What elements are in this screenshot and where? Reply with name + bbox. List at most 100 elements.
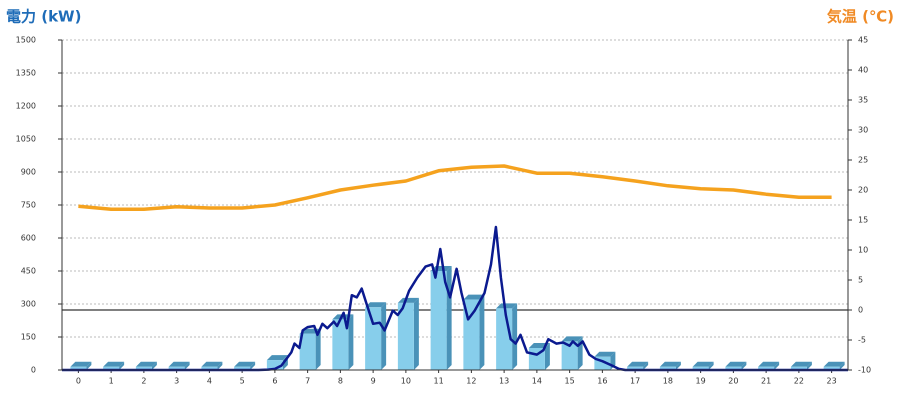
bar-top: [135, 361, 157, 367]
x-tick-label: 8: [338, 377, 343, 386]
bar: [823, 366, 840, 370]
y2-tick-label: 10: [858, 246, 868, 255]
bar-side: [184, 361, 190, 370]
y-tick-label: 1350: [16, 69, 36, 78]
line: [78, 164, 832, 211]
bar-side: [839, 361, 845, 370]
bar-side: [544, 343, 550, 370]
bar-top: [790, 361, 812, 367]
bar-top: [758, 361, 780, 367]
x-tick-label: 21: [761, 377, 771, 386]
bar: [758, 366, 775, 370]
y2-tick-label: 30: [858, 126, 868, 135]
x-tick-label: 23: [827, 377, 837, 386]
x-tick-label: 10: [401, 377, 411, 386]
x-tick-label: 22: [794, 377, 804, 386]
x-tick-label: 18: [663, 377, 673, 386]
x-tick-label: 7: [305, 377, 310, 386]
bar-side: [774, 361, 780, 370]
y-tick-label: 450: [21, 267, 36, 276]
bar-top: [234, 361, 256, 367]
bar-top: [561, 336, 583, 342]
y2-tick-label: 45: [858, 36, 868, 45]
bar-side: [741, 361, 747, 370]
x-tick-label: 14: [532, 377, 542, 386]
x-tick-label: 15: [565, 377, 575, 386]
y-tick-label: 900: [21, 168, 36, 177]
bar-top: [594, 351, 616, 357]
bar-side: [708, 361, 714, 370]
x-tick-label: 16: [597, 377, 607, 386]
x-tick-label: 11: [434, 377, 444, 386]
y2-tick-label: 25: [858, 156, 868, 165]
x-tick-label: 13: [499, 377, 509, 386]
bar: [659, 366, 676, 370]
bar: [266, 360, 283, 370]
x-tick-label: 6: [272, 377, 277, 386]
bar-side: [413, 297, 419, 370]
y-tick-label: 600: [21, 234, 36, 243]
bar: [299, 333, 316, 370]
bar-side: [479, 294, 485, 370]
x-tick-label: 19: [696, 377, 706, 386]
bar-side: [119, 361, 125, 370]
bar-top: [725, 361, 747, 367]
x-tick-label: 9: [371, 377, 376, 386]
x-tick-label: 12: [466, 377, 476, 386]
bar-side: [675, 361, 681, 370]
bar-side: [446, 266, 452, 370]
bar-top: [168, 361, 190, 367]
bar-side: [250, 361, 256, 370]
y-tick-label: 300: [21, 300, 36, 309]
bar-top: [365, 302, 387, 308]
bar: [135, 366, 152, 370]
bar-side: [151, 361, 157, 370]
bar-top: [70, 361, 92, 367]
bar-side: [315, 328, 321, 370]
bar-top: [201, 361, 223, 367]
y2-tick-label: 35: [858, 96, 868, 105]
bar: [168, 366, 185, 370]
x-tick-label: 17: [630, 377, 640, 386]
y-tick-label: 150: [21, 333, 36, 342]
bar-side: [512, 303, 518, 370]
bar: [430, 271, 447, 370]
y2-tick-label: 5: [858, 276, 863, 285]
bar: [103, 366, 120, 370]
bar-top: [103, 361, 125, 367]
bar: [725, 366, 742, 370]
bar: [692, 366, 709, 370]
y2-axis-title: 気温 (℃): [827, 8, 894, 26]
y2-tick-label: -5: [858, 336, 866, 345]
y-tick-label: 0: [31, 366, 36, 375]
bar-side: [643, 361, 649, 370]
line: [62, 225, 848, 372]
bar-side: [806, 361, 812, 370]
bar-side: [348, 314, 354, 370]
bar-top: [627, 361, 649, 367]
x-tick-label: 20: [728, 377, 738, 386]
bar: [70, 366, 87, 370]
bar: [790, 366, 807, 370]
y2-tick-label: 15: [858, 216, 868, 225]
bar-side: [86, 361, 92, 370]
bar: [201, 366, 218, 370]
bar: [627, 366, 644, 370]
x-tick-label: 5: [240, 377, 245, 386]
bar-top: [659, 361, 681, 367]
bar-top: [692, 361, 714, 367]
y-tick-label: 1050: [16, 135, 36, 144]
bar: [561, 341, 578, 370]
y2-tick-label: 20: [858, 186, 868, 195]
x-tick-label: 4: [207, 377, 212, 386]
bar-side: [217, 361, 223, 370]
bar-side: [381, 302, 387, 370]
bar-top: [397, 297, 419, 303]
y2-tick-label: 0: [858, 306, 863, 315]
bar-top: [463, 294, 485, 300]
bar: [365, 307, 382, 370]
y-tick-label: 1200: [16, 102, 36, 111]
y-tick-label: 750: [21, 201, 36, 210]
x-tick-label: 3: [174, 377, 179, 386]
